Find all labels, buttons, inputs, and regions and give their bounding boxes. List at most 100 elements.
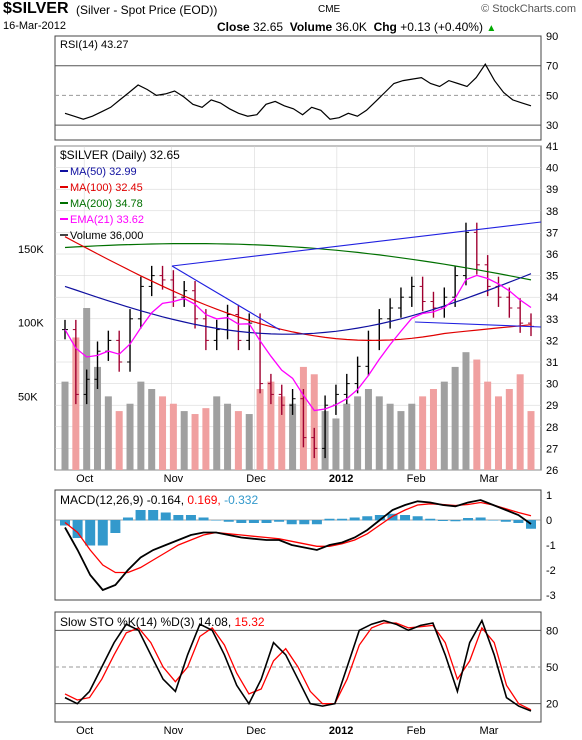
price-tick-label: 28 (546, 422, 558, 434)
rsi-tick-label: 30 (546, 120, 558, 132)
macd-line (64, 499, 532, 592)
macd-histogram-bar (148, 510, 159, 521)
macd-legend: MACD(12,26,9) -0.164, 0.169, -0.332 (60, 493, 258, 507)
month-label: Nov (164, 473, 184, 485)
macd-histogram-bar (261, 520, 272, 523)
price-tick-label: 31 (546, 357, 558, 369)
volume-tick-label: 100K (18, 318, 44, 330)
price-tick-label: 33 (546, 314, 558, 326)
month-label: Dec (246, 473, 266, 485)
macd-histogram-bar (324, 518, 335, 521)
rsi-tick-label: 70 (546, 61, 558, 73)
volume-bar (213, 396, 221, 470)
volume-tick-label: 150K (18, 244, 44, 256)
rsi-tick-label: 90 (546, 31, 558, 43)
quote-stats: Close 32.65 Volume 36.0K Chg +0.13 (+0.4… (217, 20, 496, 34)
volume-bar (462, 352, 470, 470)
volume-bar (115, 411, 123, 470)
sto-legend: Slow STO %K(14) %D(3) 14.08, 15.32 (60, 615, 265, 629)
macd-histogram-bar (488, 520, 499, 521)
volume-bar (364, 389, 372, 470)
macd-histogram-bar (526, 520, 536, 529)
macd-histogram-bar (85, 520, 96, 546)
macd-histogram-bar (450, 520, 461, 522)
macd-histogram-bar (299, 520, 310, 525)
price-tick-label: 30 (546, 379, 558, 391)
month-label: Mar (480, 473, 499, 485)
volume-bar (343, 403, 351, 470)
resistance-trendline (171, 221, 542, 267)
macd-histogram-bar (400, 515, 411, 521)
macd-histogram-bar (337, 518, 348, 521)
rsi-tick-label: 50 (546, 90, 558, 102)
macd-histogram-bar (311, 520, 322, 525)
rsi-line (64, 63, 532, 120)
sto-tick-label: 80 (546, 625, 558, 637)
price-tick-label: 34 (546, 292, 558, 304)
macd-histogram-bar (412, 516, 423, 521)
month-label: 2012 (329, 725, 353, 737)
month-label: Dec (246, 725, 266, 737)
macd-histogram-bar (286, 520, 297, 525)
ma50-line (64, 273, 532, 335)
macd-panel (54, 489, 542, 601)
price-legend-item: MA(100) 32.45 (70, 182, 143, 194)
month-label: Feb (407, 473, 426, 485)
close-value: 32.65 (253, 20, 284, 34)
macd-histogram-bar (135, 510, 146, 521)
macd-histogram-bar (223, 520, 234, 522)
volume-bar (516, 374, 524, 470)
volume-bar (473, 359, 481, 470)
volume-bar (256, 389, 264, 470)
volume-bar (148, 389, 156, 470)
volume-bar (126, 403, 134, 470)
macd-histogram-bar (110, 520, 121, 533)
sto-d-line (64, 622, 532, 711)
volume-bar (278, 396, 286, 470)
brand-label: © StockCharts.com (481, 3, 576, 15)
volume-bar (494, 396, 502, 470)
month-label: Oct (76, 473, 93, 485)
macd-histogram-bar (362, 516, 373, 521)
chart-symbol: $SILVER (3, 0, 69, 17)
chart-description: (Silver - Spot Price (EOD)) (76, 3, 218, 17)
price-tick-label: 35 (546, 271, 558, 283)
volume-bar (397, 411, 405, 470)
up-arrow-icon: ▲ (486, 23, 497, 34)
macd-histogram-bar (463, 518, 474, 521)
volume-bar (386, 403, 394, 470)
macd-histogram-bar (387, 513, 398, 521)
macd-tick-label: 0 (546, 515, 552, 527)
volume-bar (245, 414, 253, 470)
close-label: Close (217, 20, 250, 34)
ma200-line (64, 243, 532, 281)
volume-bar (451, 366, 459, 470)
macd-histogram-bar (122, 517, 133, 521)
price-legend-item: Volume 36,000 (70, 230, 143, 242)
price-tick-label: 41 (546, 141, 558, 153)
sto-k-line (64, 618, 532, 712)
price-tick-label: 32 (546, 335, 558, 347)
ma100-line (64, 236, 532, 342)
macd-histogram-bar (374, 515, 385, 521)
volume-bar (267, 381, 275, 470)
exchange-label: CME (318, 4, 341, 15)
chg-value: +0.13 (+0.40%) (400, 20, 483, 34)
month-label: Oct (76, 725, 93, 737)
price-tick-label: 26 (546, 465, 558, 477)
macd-tick-label: 1 (546, 490, 552, 502)
month-label: Mar (480, 725, 499, 737)
volume-bar (419, 396, 427, 470)
macd-histogram-bar (236, 520, 247, 523)
macd-histogram-bar (248, 520, 259, 523)
volume-bar (354, 396, 362, 470)
price-tick-label: 29 (546, 400, 558, 412)
volume-bar (180, 411, 188, 470)
volume-bar (408, 403, 416, 470)
macd-histogram-bar (173, 515, 184, 521)
price-tick-label: 40 (546, 163, 558, 175)
macd-histogram-bar (72, 520, 83, 538)
volume-bar (429, 389, 437, 470)
price-legend-item: EMA(21) 33.62 (70, 214, 144, 226)
volume-bar (61, 381, 69, 470)
